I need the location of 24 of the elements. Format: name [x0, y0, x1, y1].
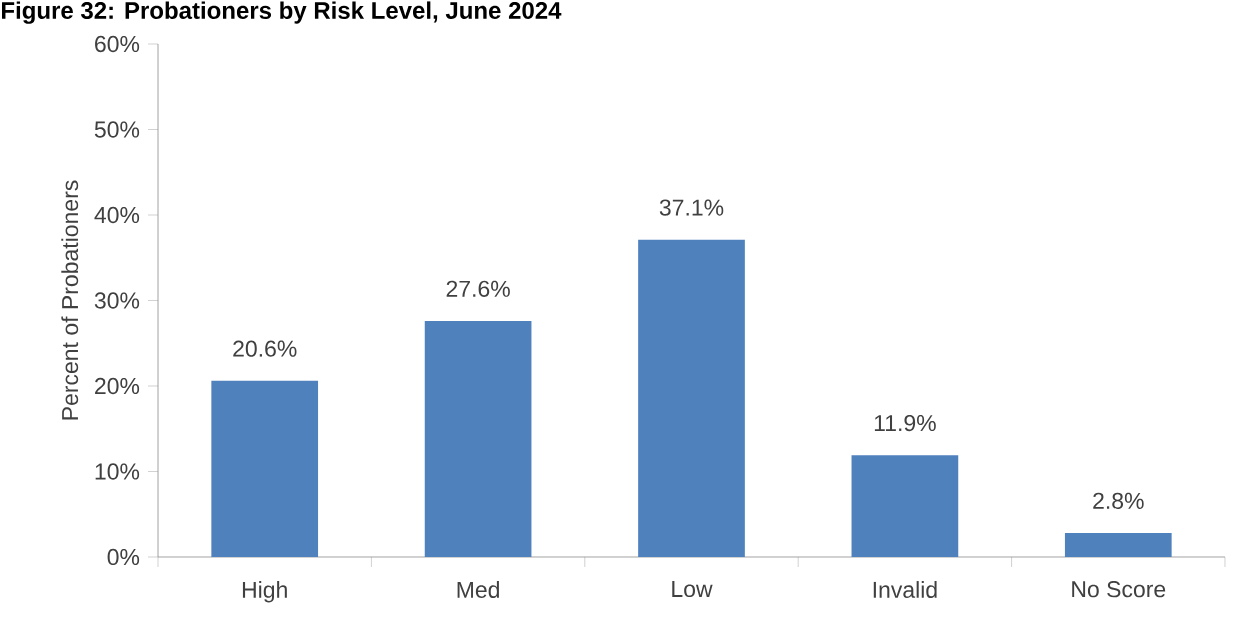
y-tick-label: 20%: [95, 377, 140, 395]
x-tick-label: High: [242, 581, 287, 603]
x-tick-label: Low: [672, 581, 713, 598]
data-label: 27.6%: [446, 280, 510, 297]
y-tick-label: 30%: [94, 292, 140, 309]
data-label: 37.1%: [659, 199, 724, 216]
x-tick-label: Invalid: [873, 581, 937, 598]
bar: [851, 455, 959, 557]
x-tick-label: No Score: [1072, 581, 1166, 598]
data-label: 2.8%: [1093, 492, 1144, 509]
chart-title: Figure 32: Probationers by Risk Level, June 2024: [2, 1, 562, 24]
data-label: 11.9%: [874, 414, 936, 432]
y-tick-label: 10%: [95, 463, 140, 480]
y-tick-label: 50%: [94, 121, 140, 138]
bar: [424, 321, 532, 557]
y-tick-label: 60%: [95, 35, 140, 53]
x-tick-label: Med: [457, 581, 499, 598]
data-label: 20.6%: [233, 340, 297, 357]
bar: [638, 239, 745, 557]
y-tick-label: 0%: [107, 548, 140, 566]
y-axis-title: Percent of Probationers: [61, 180, 79, 420]
y-tick-label: 40%: [94, 206, 140, 224]
bar: [211, 380, 319, 557]
bar: [1064, 533, 1172, 557]
